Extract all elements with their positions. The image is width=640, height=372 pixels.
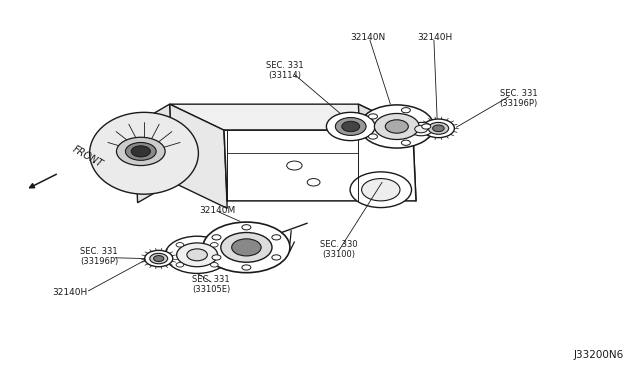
Polygon shape — [170, 104, 413, 130]
Circle shape — [350, 172, 412, 208]
Text: 32140H: 32140H — [52, 288, 88, 296]
Circle shape — [369, 134, 378, 139]
Text: SEC. 331
(33114): SEC. 331 (33114) — [266, 61, 303, 80]
Polygon shape — [134, 104, 173, 203]
Circle shape — [150, 253, 168, 264]
Circle shape — [125, 142, 156, 160]
Text: SEC. 331
(33196P): SEC. 331 (33196P) — [80, 247, 118, 266]
Circle shape — [287, 161, 302, 170]
Circle shape — [176, 263, 184, 267]
Circle shape — [212, 255, 221, 260]
Circle shape — [415, 125, 428, 133]
Circle shape — [165, 236, 229, 273]
Circle shape — [272, 255, 281, 260]
Text: SEC. 331
(33105E): SEC. 331 (33105E) — [192, 275, 230, 294]
Circle shape — [428, 122, 449, 134]
Circle shape — [401, 108, 410, 113]
Circle shape — [401, 140, 410, 145]
Circle shape — [187, 249, 207, 261]
Polygon shape — [170, 104, 227, 208]
Circle shape — [177, 243, 218, 267]
Circle shape — [410, 122, 433, 136]
Text: SEC. 330
(33100): SEC. 330 (33100) — [321, 240, 358, 259]
Text: 32140N: 32140N — [350, 33, 386, 42]
Circle shape — [145, 250, 173, 267]
Circle shape — [242, 265, 251, 270]
Circle shape — [385, 120, 408, 133]
Circle shape — [362, 179, 400, 201]
Polygon shape — [224, 130, 416, 201]
Circle shape — [326, 112, 375, 141]
Circle shape — [154, 256, 164, 262]
Circle shape — [272, 235, 281, 240]
Circle shape — [335, 118, 366, 135]
Circle shape — [232, 239, 261, 256]
Circle shape — [131, 146, 150, 157]
Text: 32140M: 32140M — [200, 206, 236, 215]
Circle shape — [211, 263, 218, 267]
Circle shape — [374, 113, 419, 140]
Circle shape — [307, 179, 320, 186]
Circle shape — [422, 124, 431, 129]
Circle shape — [422, 119, 454, 138]
Circle shape — [211, 243, 218, 247]
Text: SEC. 331
(33196P): SEC. 331 (33196P) — [499, 89, 538, 108]
Circle shape — [221, 232, 272, 262]
Circle shape — [116, 137, 165, 166]
Circle shape — [242, 225, 251, 230]
Polygon shape — [358, 104, 416, 201]
Text: 32140H: 32140H — [417, 33, 453, 42]
Circle shape — [342, 121, 360, 132]
Ellipse shape — [90, 112, 198, 194]
Circle shape — [433, 125, 444, 132]
Circle shape — [203, 222, 290, 273]
Circle shape — [369, 114, 378, 119]
Circle shape — [176, 243, 184, 247]
Text: FRONT: FRONT — [70, 144, 104, 169]
Text: J33200N6: J33200N6 — [573, 350, 624, 360]
Circle shape — [212, 235, 221, 240]
Circle shape — [360, 105, 434, 148]
